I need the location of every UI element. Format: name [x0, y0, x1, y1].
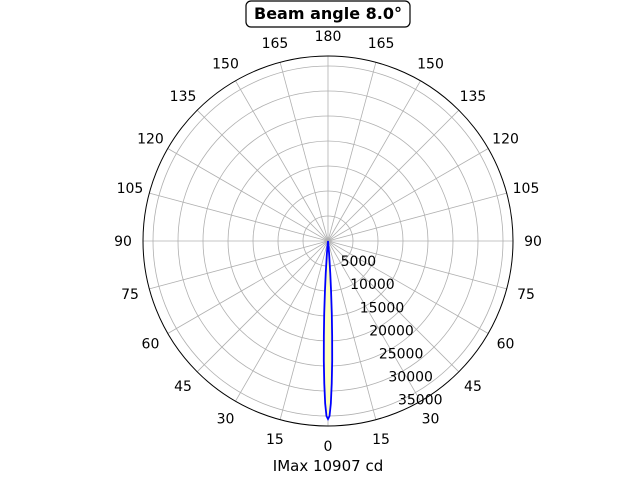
angular-grid-line: [235, 240, 329, 402]
angular-grid-line: [327, 148, 489, 242]
angle-tick-label: 30: [217, 412, 235, 428]
angular-grid-line: [149, 240, 329, 290]
radial-tick-label: 5000: [341, 254, 377, 270]
chart-title: Beam angle 8.0°: [254, 4, 402, 23]
radial-tick-label: 20000: [369, 323, 414, 339]
angle-tick-label: 105: [117, 181, 144, 197]
radial-tick-label: 25000: [379, 346, 424, 362]
angle-tick-label: 150: [417, 56, 444, 72]
series-layer: [322, 240, 334, 421]
angle-tick-label: 135: [170, 89, 197, 105]
angle-tick-label: 120: [137, 132, 164, 148]
angle-tick-label: 15: [266, 432, 284, 448]
angular-grid-line: [167, 240, 329, 334]
angle-tick-label: 75: [517, 287, 535, 303]
angle-tick-label: 180: [315, 29, 342, 45]
angle-tick-label: 30: [422, 412, 440, 428]
radial-tick-label: 15000: [360, 300, 405, 316]
angle-tick-label: 90: [114, 234, 132, 250]
angular-grid-line: [327, 192, 507, 242]
angular-grid-line: [327, 240, 507, 290]
angle-tick-label: 15: [372, 432, 390, 448]
angular-grid-line: [279, 240, 329, 420]
angular-grid-line: [327, 240, 377, 420]
angle-tick-label: 165: [262, 36, 289, 52]
angle-tick-label: 135: [460, 89, 487, 105]
angle-tick-label: 60: [497, 337, 515, 353]
angle-tick-label: 165: [368, 36, 395, 52]
angular-grid-line: [279, 62, 329, 242]
angular-grid-line: [196, 240, 329, 373]
angular-grid-line: [327, 240, 460, 373]
angle-tick-label: 75: [121, 287, 139, 303]
angular-grid-line: [235, 80, 329, 242]
angle-tick-label: 45: [174, 379, 192, 395]
angular-grid-line: [327, 240, 489, 334]
angular-grid-line: [327, 109, 460, 242]
label-layer: 0 15 30 45 60 75 90 105 120 135 150 165 180 165 150 135…: [114, 29, 542, 455]
chart-title-box: Beam angle 8.0°: [245, 0, 411, 28]
angle-tick-label: 150: [212, 56, 239, 72]
angular-grid-line: [167, 148, 329, 242]
x-axis-label: IMax 10907 cd: [273, 457, 383, 475]
angular-grid-line: [327, 240, 421, 402]
angle-tick-label: 120: [492, 132, 519, 148]
angular-grid-line: [149, 192, 329, 242]
angle-tick-label: 105: [513, 181, 540, 197]
radial-tick-label: 30000: [388, 370, 433, 386]
angle-tick-label: 45: [464, 379, 482, 395]
angle-tick-label: 60: [142, 337, 160, 353]
angular-grid-line: [196, 109, 329, 242]
angle-tick-label: 90: [524, 234, 542, 250]
angular-grid-line: [327, 80, 421, 242]
angular-grid-line: [327, 62, 377, 242]
polar-frame: [142, 55, 514, 427]
radial-tick-label: 35000: [398, 393, 443, 409]
angle-tick-label: 0: [324, 439, 333, 455]
radial-tick-label: 10000: [350, 277, 395, 293]
beam-curve: [322, 240, 334, 421]
